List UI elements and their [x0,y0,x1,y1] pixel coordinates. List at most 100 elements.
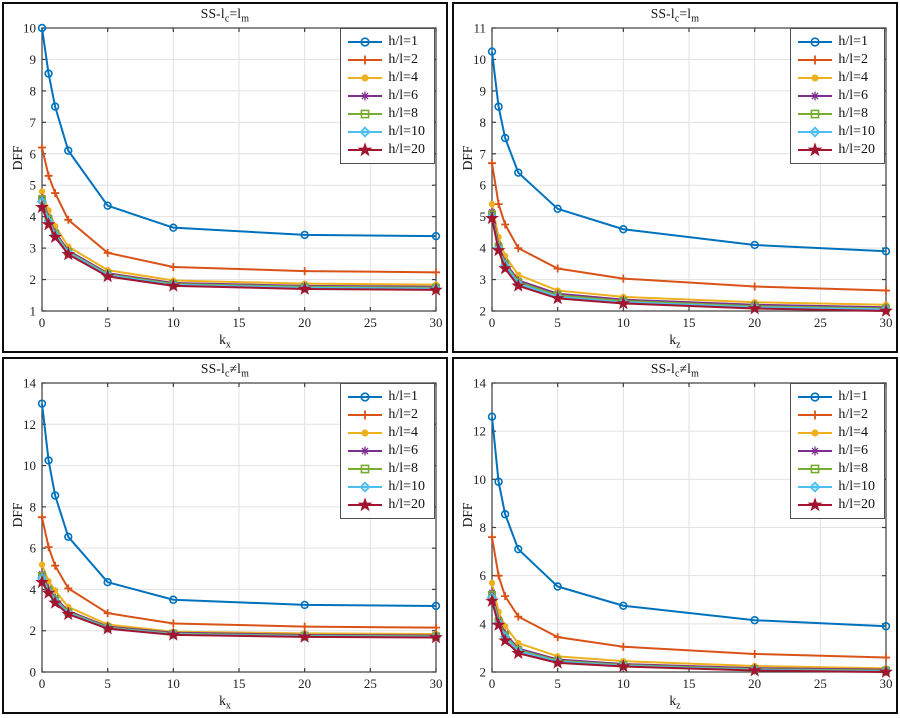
title-text: SS-l [650,6,675,21]
y-tick-label: 3 [480,272,487,287]
x-tick-label: 15 [683,676,696,691]
legend-label: h/l=20 [388,142,425,157]
legend-item: h/l=10 [797,123,875,141]
x-tick-label: 0 [39,676,46,691]
y-tick-label: 8 [30,499,37,514]
legend-label: h/l=20 [838,497,875,512]
legend-item: h/l=6 [347,87,425,105]
y-axis-label: DFF [10,502,25,528]
ticks [41,382,437,673]
legend-marker-plus-icon [798,55,833,65]
legend-marker-square-icon [348,464,383,474]
legend-label: h/l=4 [838,425,868,440]
x-tick-label: 25 [364,676,377,691]
legend-item: h/l=6 [347,442,425,460]
chart-panel-ss-eq-kz: SS-lc=lm DFF 0 5 10 15 20 25 30 2 3 4 5 6 7 8 9 10 11 kz… [452,2,898,353]
legend-marker-square-icon [798,464,833,474]
title-subscript: m [691,368,700,380]
legend-label: h/l=4 [388,70,418,85]
xlabel-subscript: z [676,701,681,712]
legend: h/l=1 h/l=2 h/l=4 h/l=6 h/l=8 h/l=10 h/l=20 [340,28,435,164]
legend-item: h/l=1 [797,33,875,51]
y-tick-label: 5 [30,178,37,193]
xlabel-text: k [219,332,226,348]
legend-item: h/l=10 [347,123,425,141]
legend-label: h/l=2 [388,407,418,422]
legend-item: h/l=8 [797,460,875,478]
legend-label: h/l=4 [388,425,418,440]
legend-marker-asterisk-icon [798,91,833,101]
legend-marker-dot-icon [798,74,833,82]
legend-marker-plus-icon [348,410,383,420]
legend-label: h/l=10 [388,479,425,494]
x-axis-label: kx [4,693,446,712]
series-h/l=20 [35,574,443,644]
legend-label: h/l=1 [388,389,418,404]
x-tick-label: 10 [167,315,180,330]
y-tick-label: 2 [30,623,37,638]
legend-marker-asterisk-icon [348,91,383,101]
legend-item: h/l=20 [347,141,425,159]
y-tick-label: 10 [23,458,36,473]
title-subscript: m [691,13,700,25]
y-tick-label: 5 [480,209,487,224]
y-tick-label: 8 [480,520,487,535]
legend-label: h/l=6 [388,443,418,458]
title-subscript: m [241,13,250,25]
y-tick-label: 10 [473,472,486,487]
xlabel-text: k [669,332,677,348]
y-tick-label: 10 [23,21,36,36]
chart-title: SS-lc=lm [4,6,446,25]
y-tick-label: 12 [23,417,36,432]
legend-label: h/l=6 [388,88,418,103]
title-subscript: m [241,368,250,380]
x-tick-label: 0 [489,676,496,691]
x-tick-label: 10 [617,676,630,691]
legend-label: h/l=2 [838,52,868,67]
legend-marker-circle-icon [348,392,383,402]
y-tick-label: 7 [30,115,37,130]
y-tick-label: 14 [23,376,37,391]
chart-title: SS-lc=lm [454,6,896,25]
y-tick-label: 4 [480,616,487,631]
chart-canvas: 0 5 10 15 20 25 30 2 3 4 5 6 7 8 9 10 11 [473,21,893,330]
legend-label: h/l=20 [838,142,875,157]
legend-item: h/l=8 [347,460,425,478]
legend-label: h/l=10 [838,124,875,139]
x-tick-label: 5 [554,676,561,691]
legend-label: h/l=1 [838,389,868,404]
chart-canvas: 0 5 10 15 20 25 30 2 4 6 8 10 12 14 [473,376,893,691]
legend-item: h/l=1 [797,388,875,406]
title-text: SS-l [650,361,675,376]
title-subscript: c [224,13,230,25]
x-tick-label: 20 [298,315,311,330]
legend-item: h/l=10 [347,478,425,496]
legend-label: h/l=1 [838,34,868,49]
legend-marker-circle-icon [348,37,383,47]
x-tick-label: 5 [554,315,561,330]
legend: h/l=1 h/l=2 h/l=4 h/l=6 h/l=8 h/l=10 h/l=20 [790,28,885,164]
legend-label: h/l=8 [838,461,868,476]
x-tick-label: 20 [748,315,761,330]
legend-label: h/l=10 [838,479,875,494]
y-tick-label: 4 [30,582,37,597]
legend-item: h/l=4 [797,69,875,87]
title-text: =l [229,6,242,21]
x-tick-label: 10 [617,315,630,330]
chart-panel-ss-eq-kx: SS-lc=lm DFF 0 5 10 15 20 25 30 1 2 3 4 5 6 7 8 9 10 kx … [2,2,448,353]
legend: h/l=1 h/l=2 h/l=4 h/l=6 h/l=8 h/l=10 h/l=20 [340,383,435,519]
y-tick-label: 8 [480,115,487,130]
series-h/l=20 [35,199,443,296]
xlabel-text: k [219,693,226,709]
y-tick-label: 6 [480,568,487,583]
legend-marker-square-icon [798,109,833,119]
legend-label: h/l=20 [388,497,425,512]
legend-marker-plus-icon [348,55,383,65]
y-tick-label: 0 [30,665,37,680]
title-subscript: c [224,368,230,380]
legend-marker-square-icon [348,109,383,119]
y-tick-label: 14 [473,376,487,391]
x-axis-label: kz [454,693,896,712]
legend-item: h/l=8 [347,105,425,123]
